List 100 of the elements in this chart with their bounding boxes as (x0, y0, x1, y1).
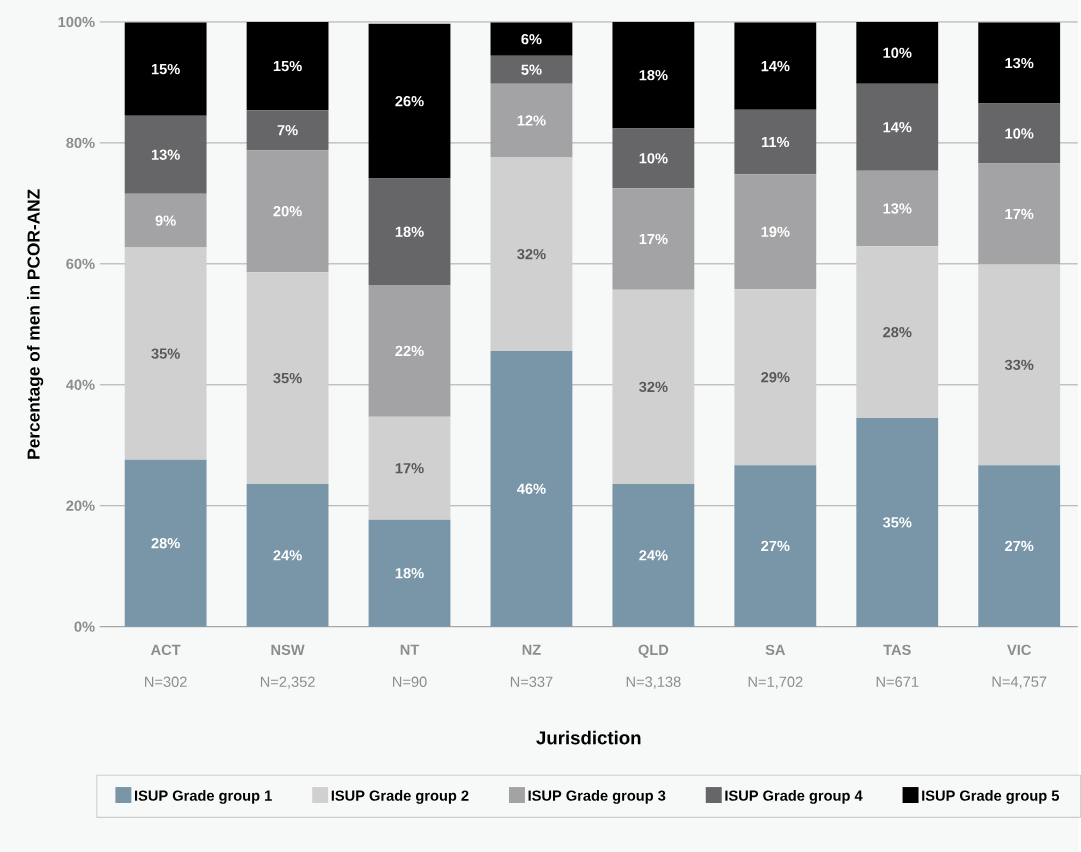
data-label: 15% (273, 60, 302, 72)
bar (734, 22, 817, 110)
data-label: 24% (639, 550, 668, 561)
data-label: 6% (521, 33, 542, 45)
legend-label: ISUP Grade group 3 (528, 789, 666, 804)
bar (124, 247, 207, 460)
text: N=671 (876, 676, 919, 687)
data-label: 7% (277, 124, 298, 136)
y-tick-label: 60% (66, 258, 95, 269)
bar (490, 55, 573, 84)
bar (734, 174, 817, 290)
data-label: 10% (883, 47, 912, 58)
y-tick-label: 20% (66, 500, 95, 511)
data-label: 19% (761, 226, 790, 237)
y-tick-label: 80% (66, 137, 95, 148)
bar (368, 23, 451, 179)
legend-label: ISUP Grade group 5 (922, 789, 1060, 804)
bar (124, 115, 207, 194)
y-tick-label: 100% (58, 16, 95, 28)
data-label: 24% (273, 550, 302, 561)
bar (856, 21, 939, 84)
data-label: 18% (395, 567, 424, 579)
data-label: 33% (1004, 359, 1034, 370)
data-label: 46% (517, 483, 546, 494)
data-label: 32% (639, 381, 668, 392)
x-axis-title: Jurisdiction (536, 730, 641, 745)
bar (368, 519, 451, 627)
data-label: 29% (761, 371, 790, 383)
bar (612, 21, 695, 129)
bar (490, 350, 573, 627)
bar (124, 193, 207, 248)
text: N=90 (393, 676, 427, 687)
text: N=3,138 (626, 676, 681, 689)
text: N=337 (510, 676, 553, 687)
data-label: 18% (395, 226, 424, 237)
data-label: 27% (1005, 540, 1034, 551)
data-label: 32% (517, 248, 546, 260)
x-tick-label: NZ (522, 644, 541, 655)
bar (612, 483, 695, 627)
x-tick-label: SA (765, 644, 786, 655)
y-axis-title: Percentage of men in PCOR-ANZ (26, 189, 44, 459)
bar (612, 289, 695, 484)
x-tick-label: ACT (150, 644, 181, 655)
data-label: 35% (882, 517, 912, 528)
bar (856, 417, 939, 627)
text: N=4,757 (992, 676, 1047, 689)
bar (124, 459, 207, 627)
bar (490, 22, 573, 56)
data-label: 22% (395, 345, 424, 356)
legend-label: ISUP Grade group 2 (331, 789, 469, 804)
bar (368, 416, 451, 520)
bar (246, 21, 329, 111)
legend-label: ISUP Grade group 1 (135, 789, 272, 804)
bar (490, 157, 573, 351)
bar (246, 110, 329, 151)
bar (612, 188, 695, 290)
data-label: 17% (639, 233, 668, 245)
bar (612, 128, 695, 189)
data-label: 17% (395, 462, 424, 474)
data-label: 18% (639, 69, 668, 81)
bar (124, 22, 207, 116)
bar (246, 272, 329, 484)
bar (978, 465, 1061, 627)
text: N=2,352 (260, 676, 315, 689)
bar (490, 83, 573, 158)
bar (368, 178, 451, 285)
data-label: 17% (1005, 208, 1034, 219)
bar (978, 264, 1061, 466)
data-label: 13% (151, 149, 180, 160)
data-label: 12% (517, 115, 546, 126)
data-label: 14% (761, 60, 790, 72)
data-label: 10% (1005, 128, 1034, 139)
data-label: 13% (1005, 57, 1034, 69)
text: N=302 (145, 676, 187, 687)
bar (246, 150, 329, 273)
bar (856, 83, 939, 171)
data-label: 9% (155, 215, 176, 226)
bar (734, 109, 817, 175)
legend-label: ISUP Grade group 4 (725, 789, 863, 804)
bar (978, 22, 1061, 104)
data-label: 27% (761, 540, 790, 551)
data-label: 14% (883, 121, 912, 133)
bar (734, 465, 817, 627)
y-tick-label: 40% (66, 379, 95, 390)
data-label: 35% (151, 348, 180, 359)
x-tick-label: NSW (271, 644, 305, 655)
bar (978, 103, 1061, 164)
x-tick-label: QLD (638, 644, 669, 658)
data-label: 35% (273, 372, 302, 384)
x-tick-label: NT (400, 644, 420, 655)
bar (368, 284, 451, 417)
data-label: 13% (883, 203, 912, 214)
data-label: 5% (521, 64, 542, 75)
bar (856, 170, 939, 247)
data-label: 20% (273, 205, 302, 217)
text: N=1,702 (748, 676, 803, 689)
bar (978, 163, 1061, 265)
bar (246, 483, 329, 627)
y-tick-label: 0% (74, 621, 95, 632)
x-tick-label: TAS (883, 644, 911, 655)
